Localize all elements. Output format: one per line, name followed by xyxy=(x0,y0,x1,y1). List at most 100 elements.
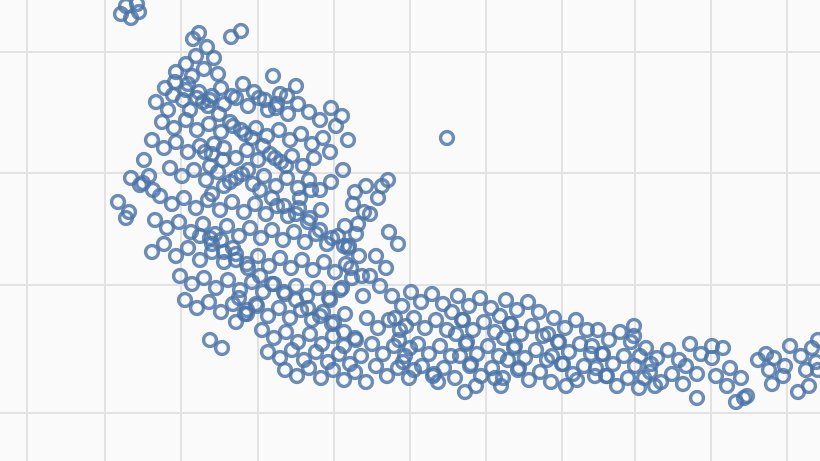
data-point xyxy=(207,279,225,297)
data-point xyxy=(179,143,197,161)
data-point xyxy=(249,247,267,265)
data-point xyxy=(423,285,441,303)
data-point xyxy=(427,311,445,329)
data-point xyxy=(429,373,447,391)
data-point xyxy=(531,363,549,381)
data-point xyxy=(358,309,376,327)
data-point xyxy=(543,347,561,365)
data-point xyxy=(361,267,379,285)
data-point xyxy=(212,303,230,321)
data-point xyxy=(179,239,197,257)
data-point xyxy=(167,63,185,81)
data-point xyxy=(659,341,677,359)
data-point xyxy=(175,189,193,207)
data-point xyxy=(276,361,294,379)
data-point xyxy=(335,237,353,255)
data-point xyxy=(335,323,353,341)
data-point xyxy=(219,271,237,289)
data-point xyxy=(732,369,750,387)
data-point xyxy=(497,291,515,309)
data-point xyxy=(611,323,629,341)
data-point xyxy=(263,221,281,239)
data-point xyxy=(367,247,385,265)
data-point xyxy=(512,325,530,343)
data-point xyxy=(239,161,257,179)
data-point xyxy=(234,75,252,93)
data-point xyxy=(307,343,325,361)
data-point xyxy=(587,359,605,377)
data-point xyxy=(161,159,179,177)
data-point xyxy=(179,75,197,93)
data-point xyxy=(253,321,271,339)
data-point xyxy=(203,185,221,203)
data-point xyxy=(523,317,541,335)
data-point xyxy=(508,301,526,319)
data-point xyxy=(248,297,266,315)
data-point xyxy=(239,97,257,115)
data-point xyxy=(335,371,353,389)
data-point xyxy=(197,171,215,189)
data-point xyxy=(405,361,423,379)
data-point xyxy=(495,329,513,347)
data-point xyxy=(128,0,146,13)
data-point xyxy=(170,213,188,231)
data-point xyxy=(545,309,563,327)
data-point xyxy=(333,279,351,297)
data-point xyxy=(342,259,360,277)
data-point xyxy=(483,359,501,377)
data-point xyxy=(464,321,482,339)
data-point xyxy=(267,99,285,117)
data-point xyxy=(355,203,373,221)
data-point xyxy=(198,38,216,56)
data-point xyxy=(312,369,330,387)
data-point xyxy=(600,331,618,349)
data-point xyxy=(241,219,259,237)
data-point xyxy=(275,283,293,301)
data-point xyxy=(259,343,277,361)
data-point xyxy=(255,167,273,185)
data-point xyxy=(431,337,449,355)
data-point xyxy=(344,195,362,213)
data-point xyxy=(336,305,354,323)
data-point xyxy=(167,247,185,265)
data-point xyxy=(527,341,545,359)
data-point xyxy=(311,307,329,325)
data-point xyxy=(458,333,476,351)
data-point xyxy=(405,309,423,327)
data-point xyxy=(296,233,314,251)
data-point xyxy=(615,347,633,365)
data-point xyxy=(393,297,411,315)
data-point xyxy=(155,235,173,253)
data-point xyxy=(183,275,201,293)
data-point xyxy=(195,60,213,78)
data-point xyxy=(353,267,371,285)
data-point xyxy=(173,167,191,185)
data-point xyxy=(291,189,309,207)
data-point xyxy=(604,355,622,373)
data-point xyxy=(367,357,385,375)
data-point xyxy=(707,367,725,385)
data-point xyxy=(447,325,465,343)
data-point xyxy=(159,101,177,119)
data-point xyxy=(703,349,721,367)
data-point xyxy=(324,361,342,379)
data-point xyxy=(289,95,307,113)
data-point xyxy=(322,173,340,191)
data-point xyxy=(442,347,460,365)
data-point xyxy=(377,259,395,277)
data-point xyxy=(223,87,241,105)
data-point xyxy=(619,369,637,387)
data-point xyxy=(333,107,351,125)
data-point xyxy=(386,309,404,327)
data-point xyxy=(371,277,389,295)
data-point xyxy=(321,143,339,161)
data-point xyxy=(446,369,464,387)
data-point xyxy=(373,177,391,195)
data-point xyxy=(109,193,127,211)
data-point xyxy=(300,171,318,189)
data-point xyxy=(259,307,277,325)
data-point xyxy=(300,103,318,121)
data-point xyxy=(227,169,245,187)
data-point xyxy=(147,93,165,111)
